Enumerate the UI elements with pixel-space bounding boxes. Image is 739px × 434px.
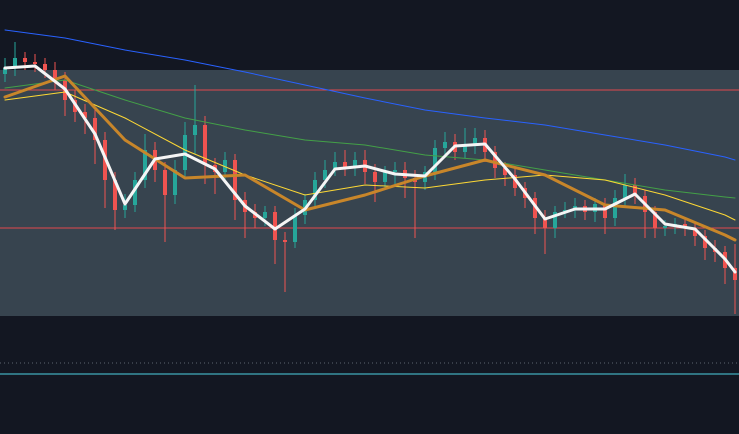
candle-body: [43, 64, 47, 70]
candle-body: [493, 152, 497, 168]
candle-body: [733, 268, 737, 280]
candle-body: [663, 226, 667, 228]
candle-body: [313, 180, 317, 200]
candle-body: [553, 212, 557, 228]
candle-body: [383, 172, 387, 182]
candle-body: [193, 125, 197, 135]
candle-body: [693, 228, 697, 236]
candle-body: [353, 160, 357, 168]
candle-body: [603, 204, 607, 218]
candle-body: [703, 236, 707, 248]
candle-body: [93, 118, 97, 140]
candle-body: [83, 112, 87, 118]
candle-body: [13, 58, 17, 68]
candle-body: [273, 212, 277, 240]
candle-body: [23, 58, 27, 62]
candle-body: [53, 70, 57, 80]
candle-body: [263, 212, 267, 218]
candle-body: [3, 68, 7, 74]
candle-body: [613, 198, 617, 218]
indicator-line: [3, 64, 737, 274]
candle-body: [373, 172, 377, 182]
candle-body: [223, 160, 227, 172]
candle-body: [133, 180, 137, 205]
candle-body: [653, 212, 657, 228]
candle-body: [283, 240, 287, 242]
candle-body: [233, 160, 237, 200]
candle-body: [623, 185, 627, 198]
candle-body: [203, 125, 207, 165]
indicator-line: [4, 79, 736, 199]
indicator-line: [4, 29, 736, 161]
candle-body: [473, 138, 477, 146]
candle-body: [503, 168, 507, 175]
candle-body: [543, 218, 547, 228]
candle-body: [173, 170, 177, 195]
candle-body: [183, 135, 187, 170]
candle-body: [143, 150, 147, 180]
candle-body: [293, 215, 297, 242]
candle-body: [333, 162, 337, 170]
candle-body: [633, 185, 637, 196]
candle-body: [163, 170, 167, 195]
candle-body: [123, 205, 127, 210]
candle-body: [393, 170, 397, 172]
candle-body: [343, 162, 347, 168]
candle-body: [323, 170, 327, 180]
candle-body: [443, 142, 447, 148]
candle-body: [113, 180, 117, 210]
candle-body: [433, 148, 437, 172]
candle-body: [463, 146, 467, 152]
indicator-line: [3, 74, 737, 242]
candle-body: [33, 62, 37, 64]
